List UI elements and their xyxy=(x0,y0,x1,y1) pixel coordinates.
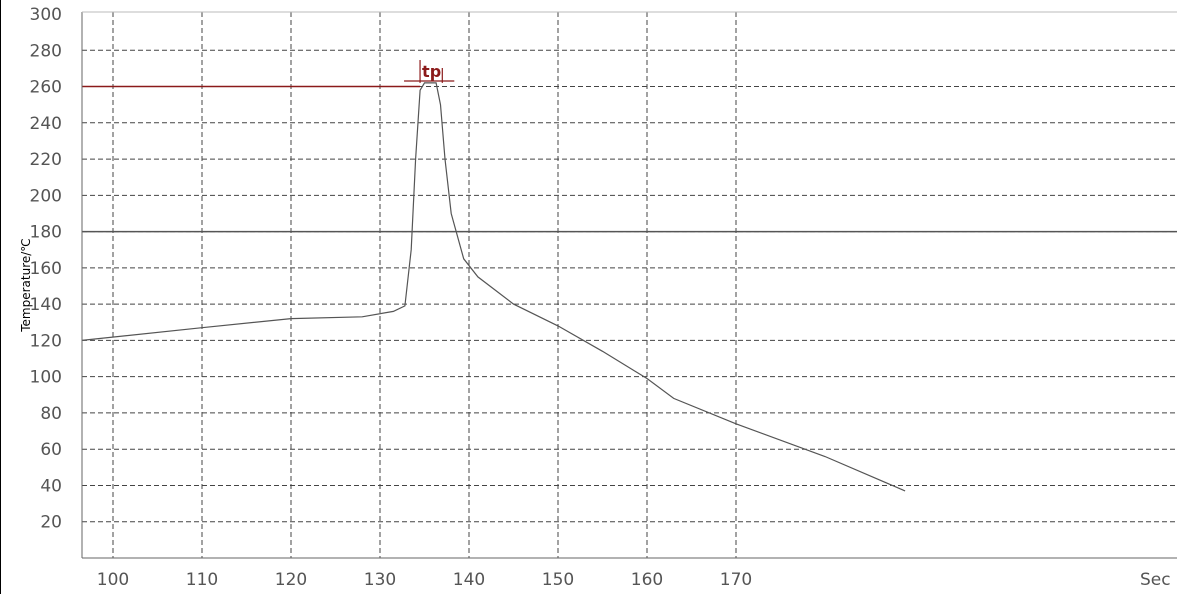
y-tick-label: 40 xyxy=(40,476,62,496)
y-tick-label: 80 xyxy=(40,404,62,424)
series-line xyxy=(81,82,906,492)
x-tick-label: 140 xyxy=(453,570,485,590)
x-tick-label: 150 xyxy=(542,570,574,590)
x-tick-label: 110 xyxy=(186,570,218,590)
tick-labels: 20 40 60 80 100 120 140 160 180 200 220 240 260 280 30… xyxy=(30,5,753,590)
y-tick-label: 100 xyxy=(30,368,62,388)
y-tick-label: 160 xyxy=(30,259,62,279)
x-tick-label: 120 xyxy=(275,570,307,590)
y-tick-label: 140 xyxy=(30,295,62,315)
x-axis-label: Sec xyxy=(1140,570,1171,590)
x-tick-label: 100 xyxy=(97,570,129,590)
y-tick-label: 300 xyxy=(30,5,62,25)
y-tick-label: 220 xyxy=(30,150,62,170)
y-tick-label: 260 xyxy=(30,78,62,98)
series xyxy=(81,82,906,492)
y-tick-label: 280 xyxy=(30,41,62,61)
grid xyxy=(82,12,1177,558)
x-tick-label: 170 xyxy=(720,570,752,590)
y-tick-label: 20 xyxy=(40,513,62,533)
annotations: tp xyxy=(404,60,455,83)
y-tick-label: 180 xyxy=(30,223,62,243)
x-tick-label: 130 xyxy=(364,570,396,590)
y-axis-label: Temperature/℃ xyxy=(19,238,33,333)
y-tick-label: 60 xyxy=(40,440,62,460)
tp-label: tp xyxy=(422,62,441,81)
x-tick-label: 160 xyxy=(631,570,663,590)
y-tick-label: 120 xyxy=(30,331,62,351)
y-tick-label: 240 xyxy=(30,114,62,134)
tp-marker: tp xyxy=(404,60,455,83)
y-tick-label: 200 xyxy=(30,186,62,206)
reference-lines xyxy=(81,85,1177,233)
